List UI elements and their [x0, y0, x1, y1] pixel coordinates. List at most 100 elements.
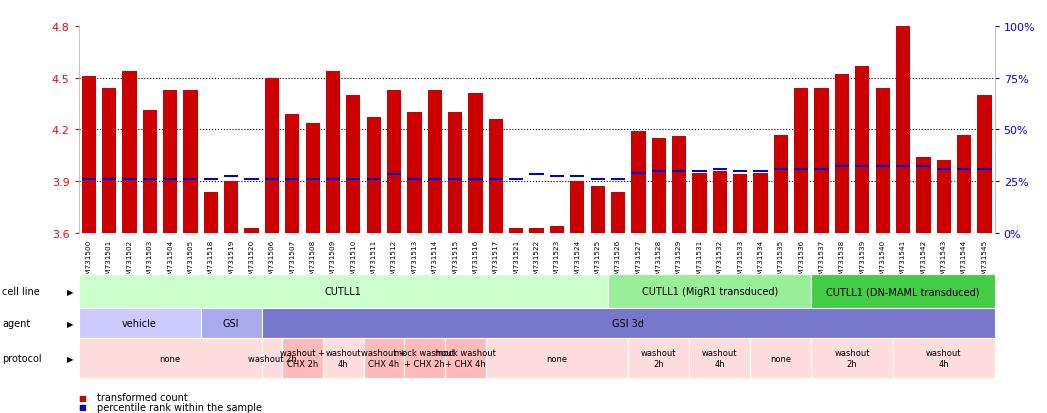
Text: CUTLL1: CUTLL1	[325, 286, 361, 297]
Bar	[672, 170, 686, 172]
Bar	[855, 165, 869, 167]
Bar	[347, 96, 360, 233]
Text: GSI 3d: GSI 3d	[612, 318, 644, 329]
Bar	[347, 179, 360, 181]
Bar	[265, 179, 280, 181]
Bar	[651, 170, 666, 172]
Bar	[550, 176, 564, 178]
Text: ▶: ▶	[67, 287, 73, 296]
Text: none: none	[547, 354, 567, 363]
Text: washout
2h: washout 2h	[641, 349, 676, 368]
Bar	[489, 120, 503, 233]
Bar	[82, 179, 96, 181]
Text: transformed count: transformed count	[97, 392, 188, 402]
Bar	[957, 135, 972, 233]
Bar	[326, 71, 340, 233]
Bar	[855, 66, 869, 233]
Text: none: none	[159, 354, 181, 363]
Bar	[244, 179, 259, 181]
Bar	[448, 179, 463, 181]
Bar	[754, 170, 767, 172]
Bar	[692, 170, 707, 172]
Bar	[204, 179, 218, 181]
Bar	[489, 179, 503, 181]
Bar	[122, 179, 136, 181]
Text: washout +
CHX 4h: washout + CHX 4h	[361, 349, 406, 368]
Bar	[387, 174, 401, 176]
Bar	[468, 94, 483, 233]
Bar	[366, 179, 381, 181]
Bar	[102, 89, 116, 233]
Bar	[937, 169, 951, 171]
Bar	[834, 165, 849, 167]
Bar	[142, 179, 157, 181]
Bar	[509, 228, 524, 233]
Bar	[163, 179, 177, 181]
Text: washout
4h: washout 4h	[703, 349, 737, 368]
Text: washout
4h: washout 4h	[926, 349, 961, 368]
Bar	[265, 78, 280, 233]
Bar	[610, 192, 625, 233]
Bar	[937, 161, 951, 233]
Bar	[102, 179, 116, 181]
Bar	[142, 111, 157, 233]
Bar	[713, 169, 727, 171]
Bar	[82, 77, 96, 233]
Bar	[875, 89, 890, 233]
Text: ▶: ▶	[67, 354, 73, 363]
Text: ▶: ▶	[67, 319, 73, 328]
Text: none: none	[771, 354, 792, 363]
Bar	[530, 228, 543, 233]
Bar	[244, 228, 259, 233]
Bar	[224, 182, 239, 233]
Bar	[916, 165, 931, 167]
Bar	[591, 179, 605, 181]
Bar	[448, 113, 463, 233]
Bar	[591, 187, 605, 233]
Text: agent: agent	[2, 318, 30, 329]
Text: vehicle: vehicle	[122, 318, 157, 329]
Bar	[651, 139, 666, 233]
Bar	[834, 75, 849, 233]
Bar	[183, 90, 198, 233]
Bar	[122, 71, 136, 233]
Text: CUTLL1 (DN-MAML transduced): CUTLL1 (DN-MAML transduced)	[826, 286, 980, 297]
Bar	[224, 176, 239, 178]
Bar	[550, 226, 564, 233]
Bar	[326, 179, 340, 181]
Bar	[427, 90, 442, 233]
Bar	[163, 90, 177, 233]
Bar	[571, 182, 584, 233]
Bar	[183, 179, 198, 181]
Bar	[794, 169, 808, 171]
Bar	[875, 165, 890, 167]
Bar	[733, 175, 748, 233]
Bar	[468, 179, 483, 181]
Text: CUTLL1 (MigR1 transduced): CUTLL1 (MigR1 transduced)	[642, 286, 778, 297]
Bar	[407, 179, 422, 181]
Bar	[977, 169, 992, 171]
Bar	[366, 118, 381, 233]
Text: percentile rank within the sample: percentile rank within the sample	[97, 402, 263, 412]
Text: mock washout
+ CHX 2h: mock washout + CHX 2h	[394, 349, 455, 368]
Text: protocol: protocol	[2, 353, 42, 363]
Bar	[407, 113, 422, 233]
Bar	[774, 135, 788, 233]
Text: mock washout
+ CHX 4h: mock washout + CHX 4h	[435, 349, 496, 368]
Bar	[285, 114, 299, 233]
Text: ■: ■	[79, 393, 87, 402]
Bar	[387, 90, 401, 233]
Text: ■: ■	[79, 402, 87, 411]
Text: washout 2h: washout 2h	[247, 354, 296, 363]
Bar	[631, 132, 646, 233]
Bar	[285, 179, 299, 181]
Bar	[794, 89, 808, 233]
Bar	[815, 169, 829, 171]
Bar	[631, 172, 646, 174]
Bar	[977, 96, 992, 233]
Bar	[306, 179, 319, 181]
Bar	[754, 173, 767, 233]
Bar	[509, 179, 524, 181]
Bar	[896, 165, 910, 167]
Bar	[896, 27, 910, 233]
